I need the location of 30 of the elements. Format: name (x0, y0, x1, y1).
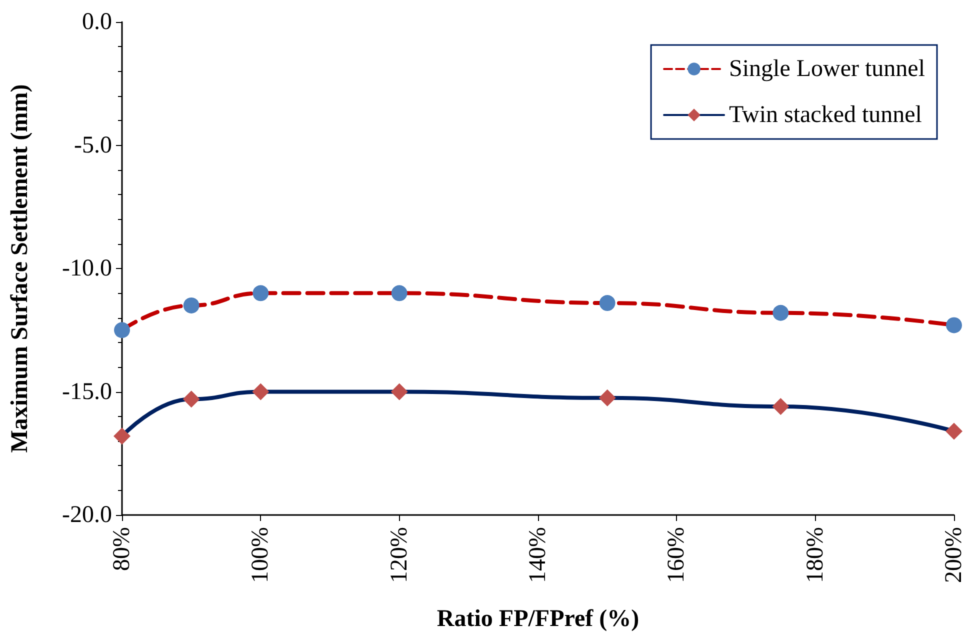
point (598, 389, 616, 406)
x-axis-title: Ratio FP/FPref (%) (436, 606, 640, 632)
point (391, 285, 408, 302)
point (114, 428, 130, 445)
point (772, 304, 789, 321)
y-tick-label: -5.0 (74, 132, 112, 158)
y-axis-title: Maximum Surface Settlement (mm) (7, 84, 33, 453)
y-tick-label: -20.0 (62, 502, 112, 528)
x-tick-label: 140% (525, 527, 551, 583)
point (946, 422, 962, 440)
point (183, 297, 200, 314)
legend-label: Twin stacked tunnel (729, 102, 922, 128)
point (114, 322, 130, 338)
y-tick-label: 0.0 (82, 9, 112, 35)
x-tick-label: 180% (802, 527, 828, 583)
y-tick-label: -10.0 (62, 256, 112, 282)
y-tick-label: -15.0 (62, 378, 112, 405)
point (182, 390, 200, 408)
point (252, 383, 270, 400)
x-tick-label: 160% (664, 527, 690, 583)
x-tick-label: 80% (109, 527, 135, 571)
x-tick-label: 200% (941, 527, 967, 583)
point (772, 398, 790, 416)
point (252, 285, 269, 302)
x-tick-label: 120% (386, 527, 412, 583)
legend-label: Single Lower tunnel (729, 56, 926, 82)
x-tick-label: 100% (248, 527, 274, 583)
point (946, 317, 962, 334)
point (390, 383, 408, 400)
point (599, 295, 616, 312)
